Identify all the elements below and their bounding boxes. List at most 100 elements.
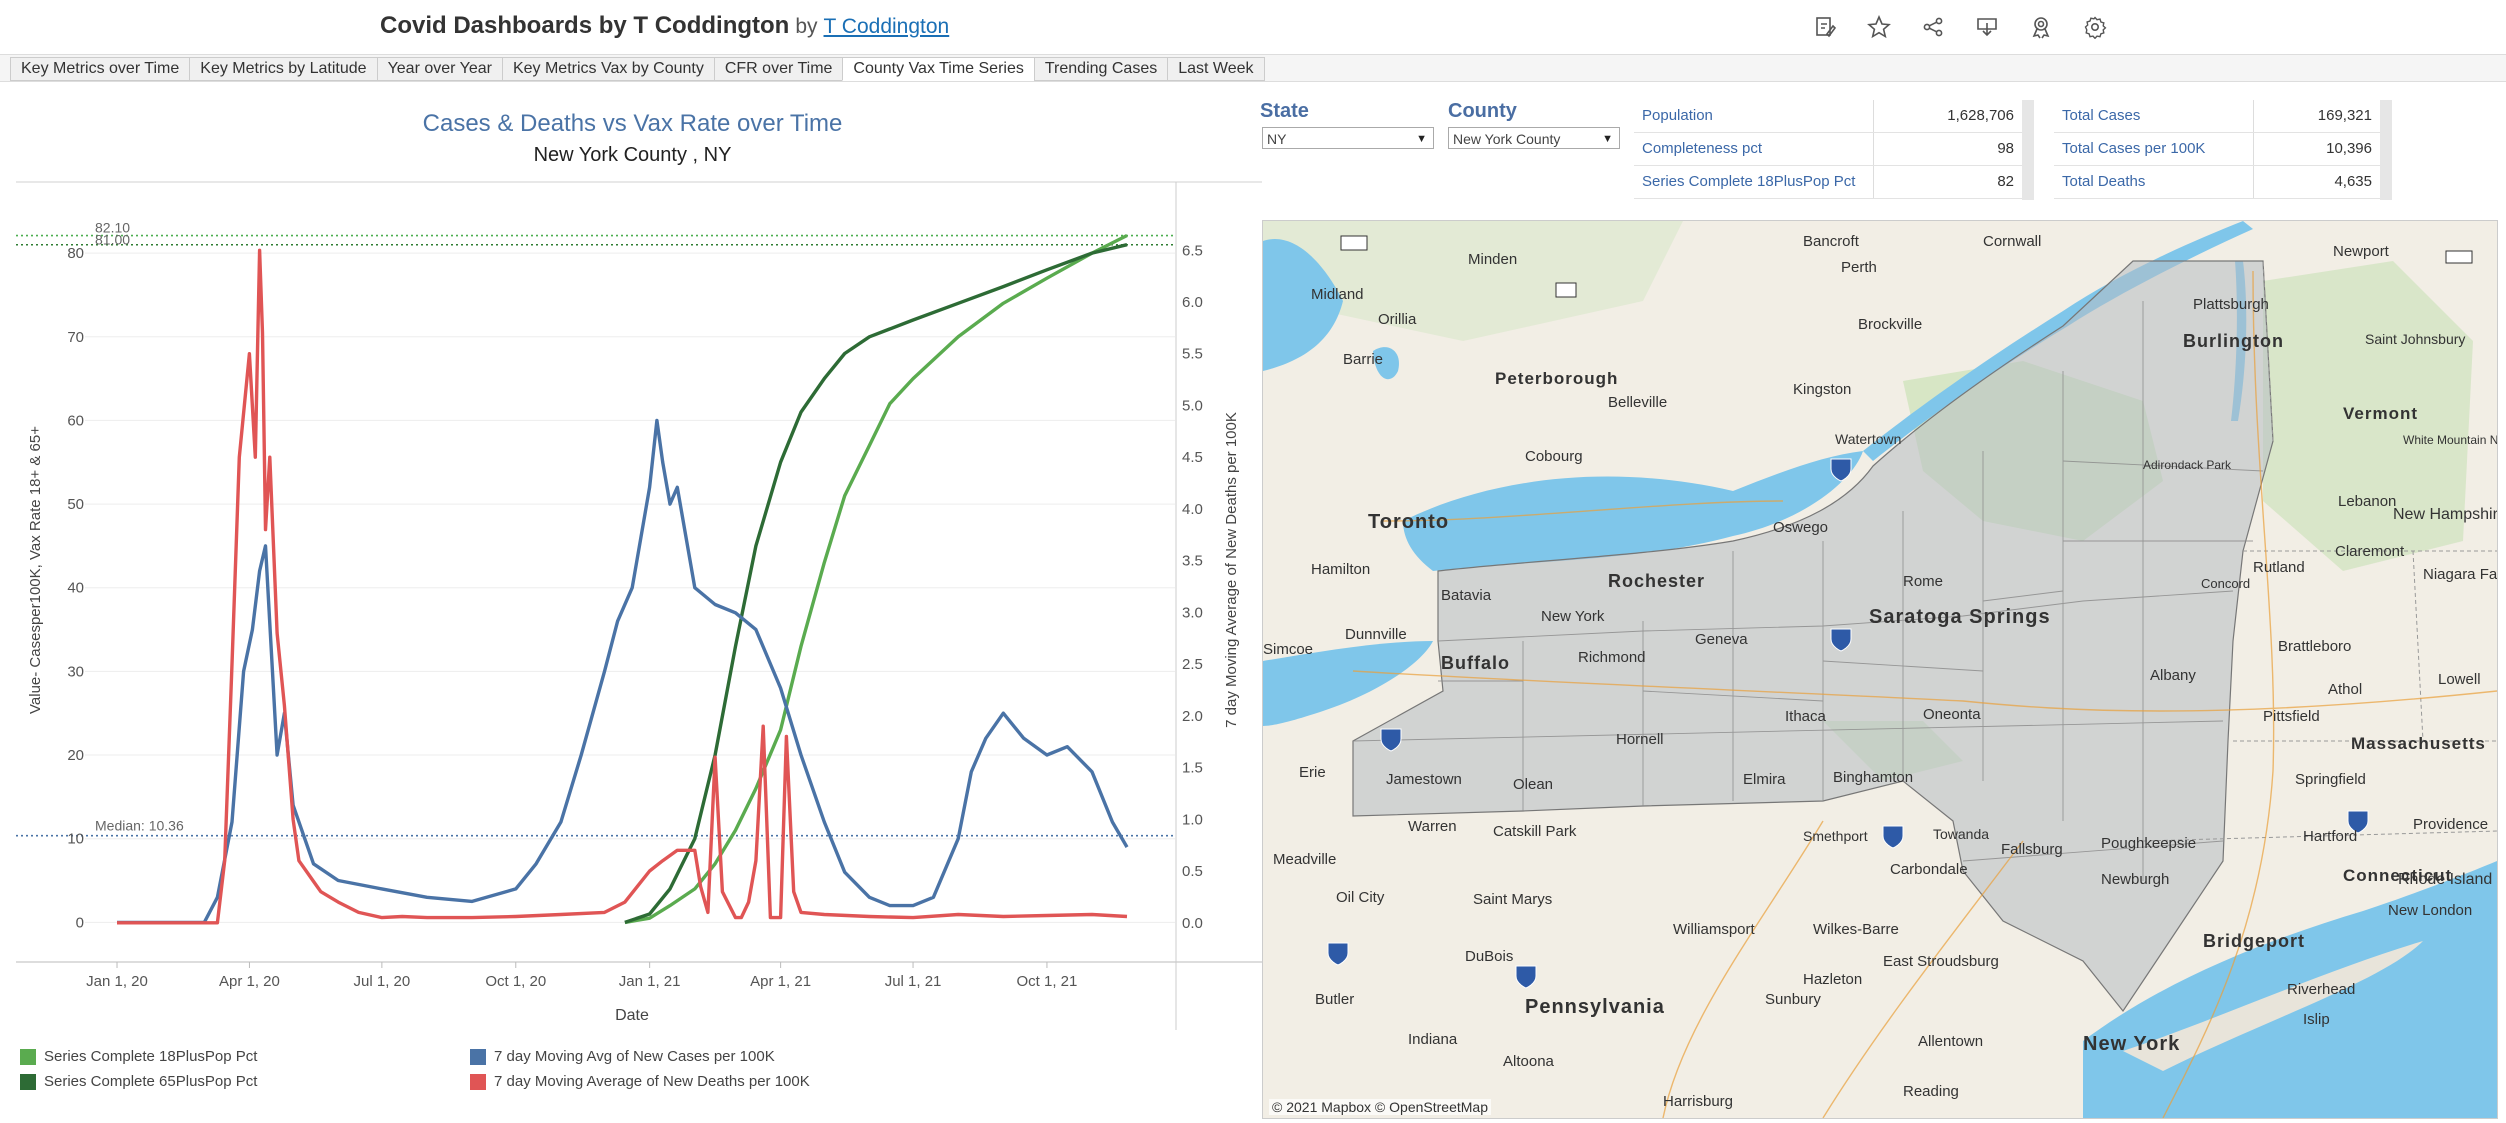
- scrollbar[interactable]: [2380, 100, 2392, 200]
- county-filter-select[interactable]: New York County ▼: [1448, 127, 1620, 149]
- kpi-row: Total Deaths 4,635: [2054, 166, 2380, 199]
- kpi-label: Completeness pct: [1634, 133, 1874, 165]
- tab-trending-cases[interactable]: Trending Cases: [1033, 57, 1168, 81]
- map-label: Lowell: [2438, 671, 2481, 688]
- x-tick-label: Jan 1, 21: [619, 973, 681, 990]
- share-icon[interactable]: [1918, 12, 1948, 42]
- legend-item[interactable]: 7 day Moving Average of New Deaths per 1…: [470, 1069, 810, 1094]
- legend-label: 7 day Moving Avg of New Cases per 100K: [494, 1048, 775, 1065]
- kpi-label: Population: [1634, 100, 1874, 132]
- map-label: New York: [2083, 1033, 2181, 1055]
- map-label: New York: [1541, 608, 1605, 625]
- sheet-tabs: Key Metrics over Time Key Metrics by Lati…: [10, 57, 1265, 81]
- map-label: Warren: [1408, 818, 1457, 835]
- chart-title: Cases & Deaths vs Vax Rate over Time: [422, 110, 843, 137]
- map-label: Meadville: [1273, 851, 1337, 868]
- series-line-series-complete-18pluspop-pct: [624, 233, 1128, 925]
- kpi-label: Series Complete 18PlusPop Pct: [1634, 166, 1874, 198]
- legend-item[interactable]: Series Complete 18PlusPop Pct: [20, 1044, 257, 1069]
- map-label: Athol: [2328, 681, 2363, 698]
- kpi-label: Total Cases per 100K: [2054, 133, 2254, 165]
- chart-series: [117, 233, 1129, 925]
- chart-axes: [16, 181, 1262, 1030]
- tab-key-metrics-over-time[interactable]: Key Metrics over Time: [10, 57, 190, 81]
- state-filter-select[interactable]: NY ▼: [1262, 127, 1434, 149]
- y-right-tick-label: 5.5: [1182, 346, 1203, 363]
- tab-county-vax-time-series[interactable]: County Vax Time Series: [842, 57, 1034, 81]
- map-label: Carbondale: [1890, 861, 1968, 878]
- map-label: Bancroft: [1803, 233, 1859, 250]
- map-label: Concord: [2201, 576, 2251, 591]
- map-label: Bridgeport: [2203, 931, 2305, 951]
- map-label: Binghamton: [1833, 769, 1914, 786]
- x-axis-label: Date: [615, 1007, 649, 1024]
- reference-line-label: Median: 10.36: [95, 818, 184, 834]
- legend-label: Series Complete 65PlusPop Pct: [44, 1073, 258, 1090]
- county-filter-label: County: [1448, 100, 1517, 122]
- map-label: Minden: [1468, 251, 1518, 268]
- legend-label: 7 day Moving Average of New Deaths per 1…: [494, 1073, 810, 1090]
- series-line-7-day-moving-average-of-new-deaths-per-100k: [117, 248, 1128, 925]
- tab-key-metrics-by-latitude[interactable]: Key Metrics by Latitude: [189, 57, 377, 81]
- map-label: Providence: [2413, 816, 2489, 833]
- workbook-title: Covid Dashboards by T Coddington: [380, 12, 790, 39]
- map-label: Watertown: [1835, 431, 1902, 447]
- x-tick-label: Jul 1, 20: [354, 973, 411, 990]
- tab-year-over-year[interactable]: Year over Year: [376, 57, 502, 81]
- settings-icon[interactable]: [2080, 12, 2110, 42]
- subscribe-icon[interactable]: [2026, 12, 2056, 42]
- x-tick-label: Jan 1, 20: [86, 973, 148, 990]
- y-right-tick-label: 3.0: [1182, 604, 1203, 621]
- map-label: Ithaca: [1785, 708, 1826, 725]
- map-label: Orillia: [1378, 311, 1417, 328]
- reference-line-label: 81.00: [95, 232, 130, 248]
- map-label: Batavia: [1441, 587, 1492, 604]
- map-label: Plattsburgh: [2193, 296, 2269, 313]
- scrollbar[interactable]: [2022, 100, 2034, 200]
- map-label: Niagara Falls: [2423, 566, 2498, 583]
- map-label: Catskill Park: [1493, 823, 1577, 840]
- county-filter-value: New York County: [1453, 131, 1561, 147]
- map-label: Rhode Island: [2398, 871, 2493, 888]
- map-label: Williamsport: [1673, 921, 1755, 938]
- county-map[interactable]: Bancroft Cornwall Newport Minden Midland Pert…: [1262, 220, 2498, 1119]
- y-right-tick-label: 6.5: [1182, 242, 1203, 259]
- x-tick-label: Apr 1, 20: [219, 973, 280, 990]
- star-icon[interactable]: [1864, 12, 1894, 42]
- map-label: Belleville: [1608, 394, 1668, 411]
- kpi-value: 169,321: [2317, 107, 2372, 124]
- legend-label: Series Complete 18PlusPop Pct: [44, 1048, 258, 1065]
- chart-subtitle: New York County , NY: [533, 144, 732, 166]
- x-tick-label: Oct 1, 21: [1016, 973, 1077, 990]
- map-label: White Mountain National Forest: [2403, 433, 2498, 447]
- legend-swatch: [470, 1048, 486, 1065]
- dashboard-header: Covid Dashboards by T Coddington by T Codd…: [0, 0, 2506, 56]
- map-label: Rochester: [1608, 571, 1706, 591]
- map-canvas: [1263, 221, 2497, 1118]
- map-label: Hartford: [2303, 828, 2358, 845]
- y-left-tick-label: 0: [76, 914, 84, 931]
- chevron-down-icon: ▼: [1602, 133, 1613, 145]
- chart-legend: Series Complete 18PlusPop Pct 7 day Movin…: [20, 1044, 920, 1100]
- by-label: by: [795, 15, 818, 38]
- map-attribution[interactable]: © 2021 Mapbox © OpenStreetMap: [1269, 1099, 1491, 1115]
- map-label: Claremont: [2335, 543, 2405, 560]
- map-label: Elmira: [1743, 771, 1786, 788]
- edit-icon[interactable]: [1810, 12, 1840, 42]
- tab-cfr-over-time[interactable]: CFR over Time: [713, 57, 843, 81]
- map-label: Burlington: [2183, 331, 2284, 351]
- map-label: Pennsylvania: [1525, 996, 1665, 1018]
- download-icon[interactable]: [1972, 12, 2002, 42]
- chart-tick-labels: 0 10 20 30 40 50 60 70 80 0.0 0.5 1.0 1.5 2.0 2.5 3.0 3.…: [27, 242, 1240, 1024]
- legend-item[interactable]: 7 day Moving Avg of New Cases per 100K: [470, 1044, 775, 1069]
- tab-key-metrics-vax-by-county[interactable]: Key Metrics Vax by County: [501, 57, 714, 81]
- map-label: Hamilton: [1311, 561, 1371, 578]
- kpi-row: Completeness pct 98: [1634, 133, 2022, 166]
- author-link[interactable]: T Coddington: [823, 15, 950, 38]
- map-label: New London: [2388, 902, 2473, 919]
- map-label: Oneonta: [1923, 706, 1981, 723]
- map-label: Towanda: [1933, 826, 1990, 842]
- legend-item[interactable]: Series Complete 65PlusPop Pct: [20, 1069, 257, 1094]
- x-tick-label: Oct 1, 20: [485, 973, 546, 990]
- tab-last-week[interactable]: Last Week: [1167, 57, 1265, 81]
